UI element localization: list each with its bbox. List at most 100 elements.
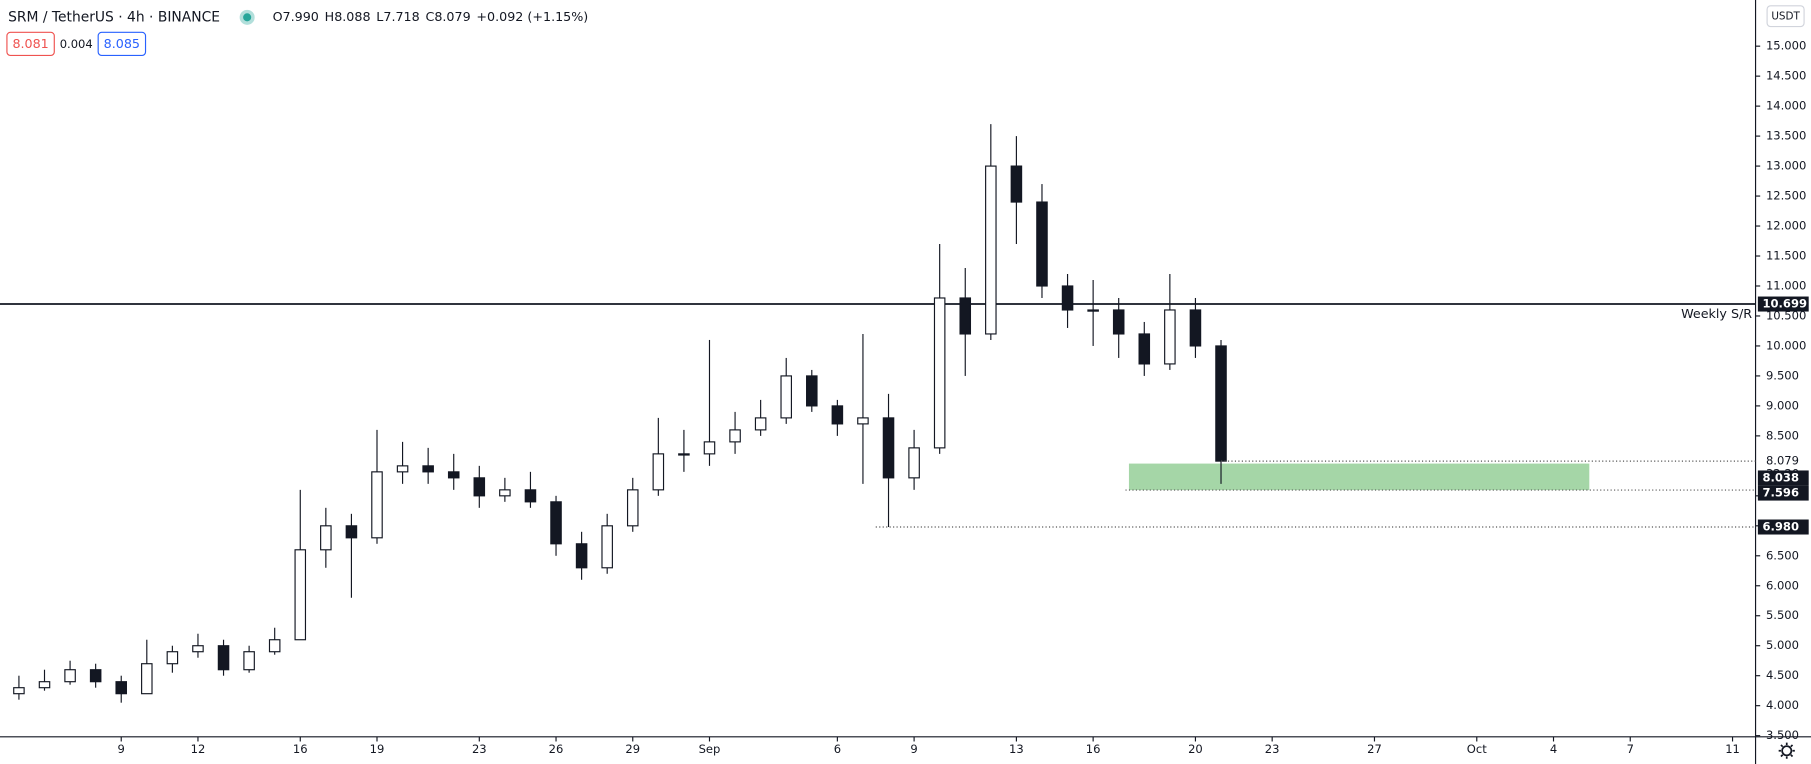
x-tick-label: 6: [834, 742, 841, 756]
y-tick-label: 12.000: [1766, 219, 1806, 233]
candle-body: [1087, 309, 1099, 312]
y-tick-label: 11.000: [1766, 278, 1806, 292]
candle-body: [422, 465, 434, 473]
price-axis-bg: [1755, 0, 1811, 764]
ohlc-value: O7.990: [273, 9, 319, 24]
candle-body: [371, 471, 383, 539]
x-tick-label: 23: [1265, 742, 1280, 756]
y-tick-label: 9.500: [1766, 368, 1799, 382]
y-tick-label: 5.000: [1766, 638, 1799, 652]
demand-zone: [1128, 463, 1590, 491]
x-tick-label: Sep: [699, 742, 721, 756]
y-tick-label: 14.000: [1766, 99, 1806, 113]
x-tick-label: 16: [293, 742, 308, 756]
support-tag: 6.980: [1762, 520, 1798, 534]
candle-body: [575, 543, 588, 569]
x-tick-label: 7: [1627, 742, 1634, 756]
candle-body: [396, 465, 409, 473]
candle-body: [1189, 309, 1202, 347]
y-tick-label: 12.500: [1766, 189, 1806, 203]
bid-box[interactable]: [6, 31, 55, 57]
y-tick-label: 8.500: [1766, 428, 1799, 442]
x-tick-label: 13: [1009, 742, 1024, 756]
y-tick-label: 10.000: [1766, 338, 1806, 352]
ask: 8.085: [104, 36, 140, 51]
candle-body: [729, 429, 741, 443]
candle-body: [13, 687, 25, 695]
y-tick-label: 9.000: [1766, 398, 1799, 412]
resistance-tag-bg: [1757, 296, 1809, 312]
ohlc-value: C8.079: [425, 9, 470, 24]
y-tick-label: 4.500: [1766, 668, 1799, 682]
ohlc-value: H8.088: [325, 9, 371, 24]
candle-body: [38, 681, 51, 689]
ask-box[interactable]: [97, 31, 147, 57]
candle-body: [908, 447, 920, 479]
y-tick-label: 6.000: [1766, 578, 1799, 592]
candle-body: [1164, 309, 1176, 365]
candle-body: [473, 477, 486, 497]
x-tick-label: 23: [472, 742, 487, 756]
currency-button[interactable]: [1766, 5, 1805, 28]
settings-gear[interactable]: [1778, 742, 1795, 759]
candle-body: [1036, 201, 1048, 287]
candle-body: [1010, 165, 1023, 203]
candle-body: [959, 297, 972, 335]
status-dot: [239, 9, 255, 25]
zone-bottom-tag-bg: [1757, 485, 1809, 501]
candle-body: [294, 549, 307, 641]
candle-body: [652, 453, 665, 491]
candle-body: [550, 501, 562, 545]
x-tick-label: 12: [191, 742, 206, 756]
candle-body: [857, 417, 869, 425]
candle-body: [64, 669, 76, 683]
y-tick-label: 13.500: [1766, 129, 1806, 143]
candle-body: [703, 441, 716, 455]
x-tick-label: 20: [1188, 742, 1203, 756]
x-tick-label: 9: [118, 742, 125, 756]
candle-body: [320, 525, 332, 551]
x-tick-label: 29: [625, 742, 640, 756]
candle-body: [754, 417, 767, 431]
candle-body: [831, 405, 844, 425]
candle-body: [1215, 345, 1227, 462]
spread: 0.004: [60, 37, 93, 51]
candle-body: [806, 375, 818, 407]
candle-body: [780, 375, 792, 419]
y-tick-label: 11.500: [1766, 249, 1806, 263]
ohlc-value: +0.092 (+1.15%): [476, 9, 588, 24]
candle-body: [1061, 285, 1074, 311]
currency: USDT: [1771, 11, 1800, 23]
candle-body: [678, 453, 690, 456]
zone-top-tag-bg: [1757, 470, 1809, 486]
resistance-name: Weekly S/R: [1681, 306, 1752, 321]
candle-body: [985, 165, 997, 335]
x-tick-label: 19: [370, 742, 385, 756]
x-tick-label: 11: [1725, 742, 1740, 756]
candle-body: [268, 639, 281, 653]
plot: [0, 124, 1756, 703]
candle-body: [141, 663, 153, 695]
ohlc-value: L7.718: [376, 9, 419, 24]
candle-body: [1112, 309, 1125, 335]
zone-bottom-tag: 7.596: [1762, 486, 1798, 500]
candle-body: [1138, 333, 1151, 365]
symbol: SRM / TetherUS · 4h · BINANCE: [8, 9, 220, 25]
candle-body: [115, 681, 128, 695]
y-tick-label: 14.500: [1766, 69, 1806, 83]
candle-body: [166, 651, 179, 665]
candle-body: [524, 489, 537, 503]
bid: 8.081: [12, 36, 48, 51]
x-tick-label: 26: [549, 742, 564, 756]
y-tick-label: 5.500: [1766, 608, 1799, 622]
x-tick-label: 9: [910, 742, 917, 756]
x-tick-label: 4: [1550, 742, 1557, 756]
candle-body: [192, 645, 204, 653]
zone-top-tag: 8.038: [1762, 470, 1798, 484]
last-price-label: 8.079: [1766, 454, 1799, 468]
y-tick-label: 15.000: [1766, 39, 1806, 53]
y-tick-label: 6.500: [1766, 548, 1799, 562]
x-tick-label: 27: [1367, 742, 1382, 756]
y-tick-label: 3.500: [1766, 728, 1799, 742]
